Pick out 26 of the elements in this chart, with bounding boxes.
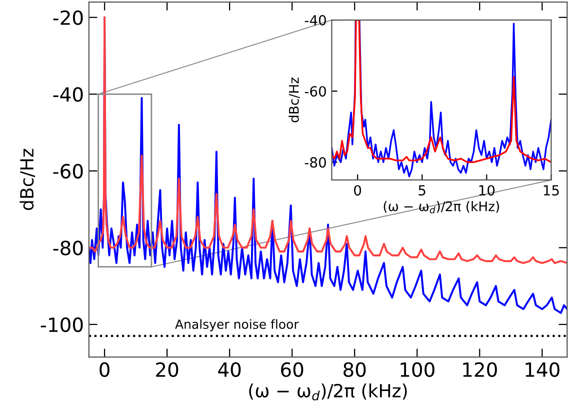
- x-tick-label: 100: [400, 362, 434, 377]
- x-tick-label: 140: [526, 362, 560, 377]
- x-tick-label: 0: [354, 185, 362, 196]
- line-series: [88, 16, 568, 264]
- x-tick-label: 5: [418, 185, 426, 196]
- y-tick-label: -40: [304, 15, 326, 26]
- x-axis-title: (ω − ω$_{d}$)/2π (kHz): [249, 384, 407, 400]
- x-tick-label: 120: [463, 362, 497, 377]
- y-tick-label: -100: [40, 317, 83, 332]
- y-tick-label: -60: [53, 164, 83, 179]
- y-axis-title: dBc/Hz: [288, 78, 300, 122]
- y-tick-label: -80: [304, 157, 326, 168]
- y-tick-label: -60: [304, 86, 326, 97]
- y-tick-label: -40: [53, 87, 83, 102]
- x-tick-label: 10: [479, 185, 495, 196]
- x-tick-label: 40: [218, 362, 241, 377]
- x-tick-label: 20: [156, 362, 178, 377]
- y-tick-label: -80: [53, 240, 83, 256]
- ref-line-label: Analsyer noise floor: [175, 319, 299, 332]
- x-tick-label: 0: [100, 362, 110, 377]
- x-tick-label: 15: [544, 185, 559, 196]
- y-axis-title: dBc/Hz: [20, 148, 36, 210]
- x-tick-label: 60: [281, 362, 304, 377]
- x-axis-title: (ω − ω$_{d}$)/2π (kHz): [384, 201, 500, 214]
- y-tick-label: -20: [53, 10, 83, 26]
- x-tick-label: 80: [344, 362, 366, 377]
